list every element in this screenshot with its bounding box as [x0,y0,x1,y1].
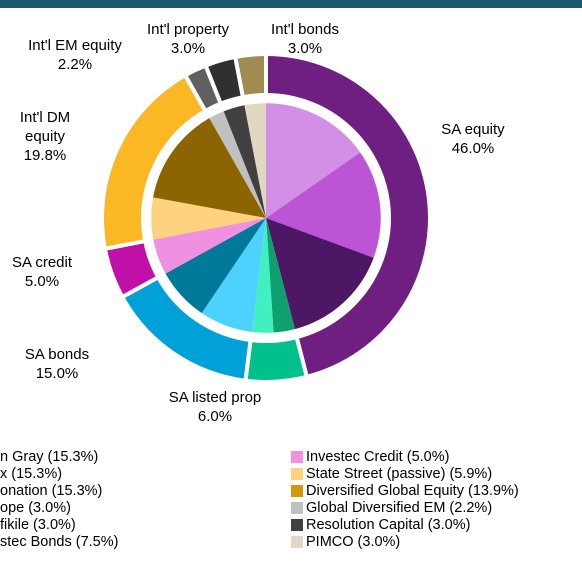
segment-value: 19.8% [23,147,67,164]
segment-label: SA equity [441,121,505,138]
inner-segment [251,218,274,334]
legend-label: x (15.3%) [0,466,62,482]
segment-label: Int'l property [146,21,230,38]
legend-label: State Street (passive) (5.9%) [306,466,492,482]
legend-label: n Gray (15.3%) [0,449,98,465]
legend-swatch [291,451,303,463]
segment-value: 6.0% [197,408,233,425]
legend-label: Global Diversified EM (2.2%) [306,500,492,516]
legend-label: onation (15.3%) [0,483,102,499]
inner-segment [208,110,266,218]
inner-segment [164,218,266,315]
segment-label: Int'l EM equity [28,37,122,54]
segment-label: SA bonds [24,346,90,363]
inner-segment [266,151,382,259]
outer-segment [232,51,268,100]
segment-value: 15.0% [35,365,79,382]
segment-value: 5.0% [24,273,60,290]
outer-segment [243,334,310,384]
segment-value: 3.0% [170,40,206,57]
inner-segment [152,218,266,275]
inner-segment [150,197,266,240]
inner-segment [266,218,375,331]
legend-label: Investec Credit (5.0%) [306,449,449,465]
inner-segment [244,102,266,218]
legend-label: PIMCO (3.0%) [306,534,400,550]
inner-segment [151,117,266,218]
segment-label: SA credit [11,254,73,271]
segment-label: SA listed prop [168,389,262,406]
legend-label: stec Bonds (7.5%) [0,534,118,550]
segment-value: 46.0% [451,140,495,157]
inner-segment [201,218,266,334]
legend-swatch [291,468,303,480]
segment-value: 3.0% [287,40,323,57]
segment-label: Int'l DM equity [19,109,71,145]
legend-label: Resolution Capital (3.0%) [306,517,470,533]
inner-border [148,100,384,336]
legend-swatch [291,502,303,514]
legend-swatch [291,485,303,497]
legend-label: Diversified Global Equity (13.9%) [306,483,519,499]
inner-segment [223,104,266,218]
segment-label: Int'l bonds [271,21,339,38]
top-bar [0,0,582,8]
legend-swatch [291,519,303,531]
separator [146,98,386,338]
segment-value: 2.2% [57,56,93,73]
legend-swatch [291,536,303,548]
inner-segment [266,218,296,334]
inner-segment [266,102,362,218]
outer-segment [264,51,432,380]
legend-label: ope (3.0%) [0,500,71,516]
legend-label: fikile (3.0%) [0,517,76,533]
